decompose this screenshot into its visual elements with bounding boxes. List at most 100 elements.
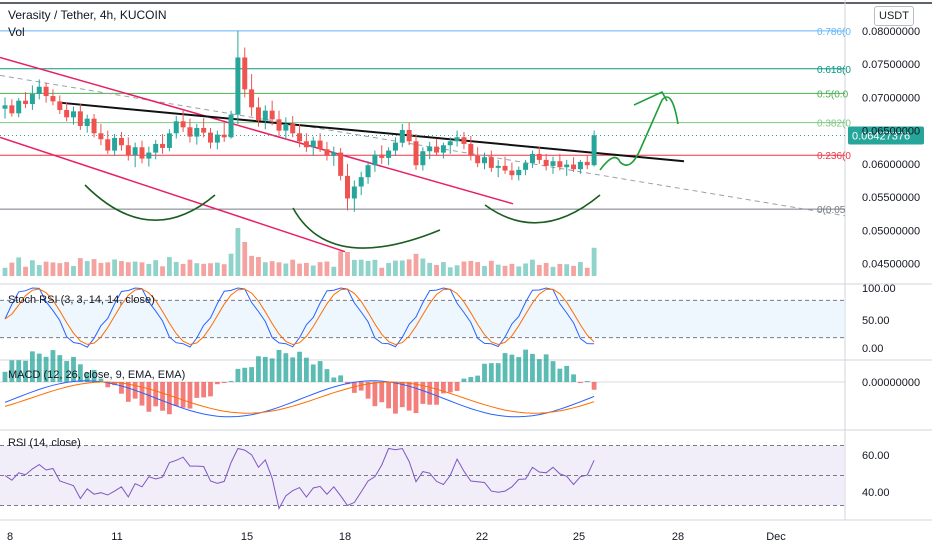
- stoch-tick-label: 0.00: [862, 343, 883, 355]
- volume-bar: [509, 263, 515, 276]
- descending-resistance-dashed: [0, 74, 846, 217]
- candle-body: [351, 186, 357, 199]
- price-tick-label: 0.08000000: [862, 26, 920, 38]
- macd-histogram-bar: [338, 375, 344, 382]
- candle-body: [146, 152, 152, 159]
- candle-body: [440, 145, 446, 153]
- volume-bar: [290, 259, 296, 276]
- macd-histogram-bar: [536, 359, 542, 382]
- candle-body: [249, 89, 255, 108]
- candle-body: [262, 110, 268, 121]
- candle-body: [153, 143, 159, 153]
- macd-histogram-bar: [50, 350, 56, 382]
- macd-histogram-bar: [228, 381, 234, 383]
- price-tick-label: 0.05000000: [862, 225, 920, 237]
- volume-bar: [276, 262, 282, 276]
- macd-histogram-bar: [413, 382, 419, 414]
- candle-body: [482, 157, 487, 164]
- candle-body: [43, 86, 49, 97]
- fib-level-label: 0.5(0.0: [817, 89, 849, 100]
- candle-body: [125, 145, 131, 156]
- macd-histogram-bar: [208, 382, 213, 397]
- volume-bar: [310, 265, 316, 276]
- volume-bar: [591, 247, 597, 276]
- volume-bar: [30, 260, 35, 276]
- volume-bar: [351, 259, 357, 276]
- volume-bar: [167, 257, 172, 276]
- candle-body: [16, 100, 22, 114]
- candle-body: [166, 133, 172, 148]
- volume-bar: [221, 264, 227, 276]
- volume-bar: [578, 262, 583, 276]
- macd-histogram-bar: [495, 363, 501, 382]
- volume-bar: [399, 260, 405, 276]
- stoch-rsi-label: Stoch RSI (3, 3, 14, 14, close): [8, 294, 155, 306]
- macd-histogram-bar: [71, 356, 76, 382]
- candle-body: [516, 169, 522, 176]
- macd-histogram-bar: [214, 382, 220, 385]
- macd-histogram-bar: [269, 358, 275, 382]
- candle-body: [406, 129, 412, 142]
- candle-body: [50, 96, 56, 102]
- candle-body: [557, 161, 563, 168]
- volume-bar: [523, 263, 528, 276]
- macd-histogram-bar: [43, 356, 49, 382]
- volume-bar: [393, 260, 398, 276]
- time-tick-label: 22: [476, 531, 488, 543]
- currency-badge[interactable]: USDT: [874, 6, 914, 26]
- candle-body: [84, 118, 90, 126]
- candle-body: [392, 142, 398, 151]
- volume-bar: [160, 266, 165, 276]
- stoch-tick-label: 100.00: [862, 283, 896, 295]
- right-shoulder-curve: [484, 194, 601, 224]
- volume-bar: [297, 263, 302, 276]
- volume-bar: [9, 262, 15, 276]
- macd-histogram-bar: [276, 349, 282, 382]
- stoch-tick-label: 50.00: [862, 315, 890, 327]
- volume-bar: [379, 267, 385, 276]
- candle-body: [228, 114, 234, 138]
- candle-body: [447, 141, 453, 146]
- macd-tick-label: 0.00000000: [862, 377, 920, 389]
- candles[interactable]: [2, 30, 597, 212]
- candle-body: [187, 127, 193, 137]
- candle-body: [71, 111, 76, 118]
- time-tick-label: 8: [7, 531, 13, 543]
- candle-body: [420, 151, 426, 166]
- candle-body: [180, 121, 186, 128]
- candle-body: [427, 146, 433, 152]
- volume-bar: [584, 267, 590, 276]
- candle-body: [235, 57, 241, 115]
- macd-histogram-bar: [98, 378, 104, 382]
- macd-histogram-bar: [173, 382, 179, 407]
- candle-body: [488, 157, 494, 168]
- volume-bar: [420, 258, 426, 276]
- macd-histogram-bar: [139, 382, 145, 406]
- macd-histogram-bar: [488, 363, 494, 382]
- stoch-k-line: [4, 287, 595, 348]
- macd-histogram-bar: [434, 382, 439, 405]
- macd-histogram-bar: [379, 382, 385, 403]
- left-shoulder-curve: [84, 184, 216, 222]
- candle-body: [454, 137, 460, 142]
- volume-bar: [536, 264, 542, 276]
- volume-bar: [516, 266, 522, 276]
- macd-histogram-bar: [351, 382, 357, 393]
- macd-histogram-bar: [365, 382, 371, 399]
- macd-histogram-bar: [399, 382, 405, 408]
- macd-histogram-bar: [167, 382, 172, 415]
- candle-body: [379, 154, 385, 158]
- volume-bar: [36, 265, 42, 276]
- indicator-panes: 100.00 50.00 0.00 0.00000000 60.00 40.00: [0, 283, 920, 510]
- macd-signal-line: [4, 381, 595, 414]
- macd-histogram-bar: [160, 382, 165, 411]
- candle-body: [23, 100, 29, 105]
- candle-body: [529, 153, 535, 164]
- time-axis: 8 11 15 18 22 25 28 Dec: [7, 531, 786, 543]
- time-tick-label: 28: [672, 531, 684, 543]
- macd-histogram-bar: [509, 354, 515, 382]
- price-tick-label: 0.05500000: [862, 192, 920, 204]
- time-tick-label: 15: [241, 531, 253, 543]
- candle-body: [139, 147, 145, 159]
